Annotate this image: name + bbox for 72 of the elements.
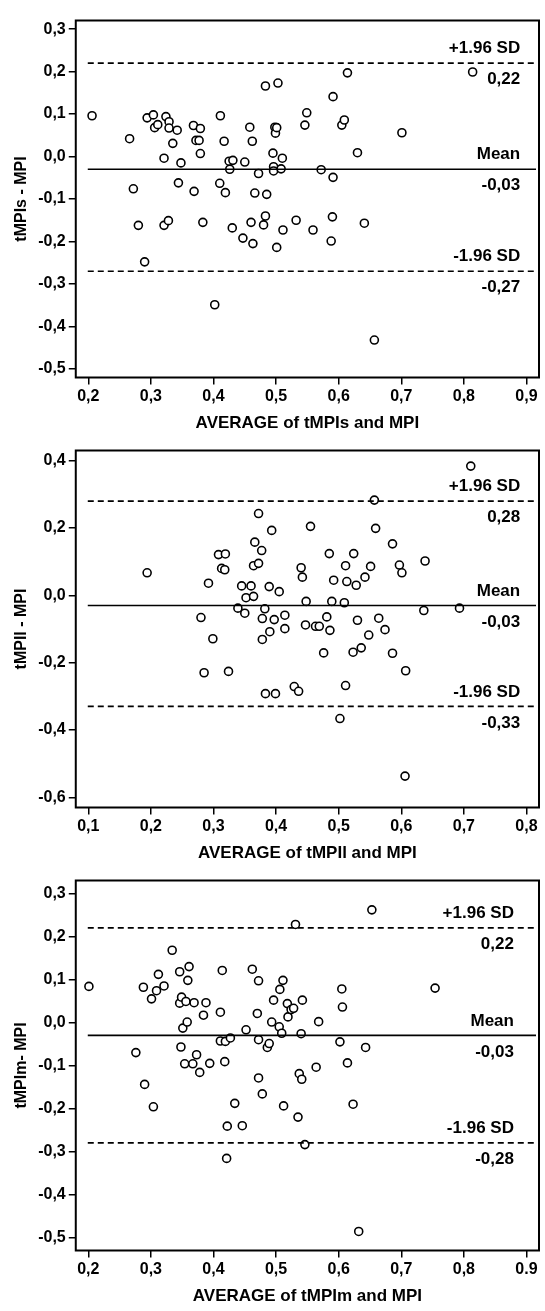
y-tick-label: -0,1 bbox=[38, 1055, 66, 1073]
y-tick-label: 0,0 bbox=[43, 1012, 66, 1030]
x-tick-label: 0,6 bbox=[390, 817, 413, 835]
y-tick-label: -0,2 bbox=[38, 231, 66, 249]
x-tick-label: 0,7 bbox=[452, 817, 476, 835]
y-axis-title: tMPIs - MPI bbox=[12, 156, 30, 242]
x-tick-label: 0,5 bbox=[264, 1260, 288, 1278]
y-tick-label: -0,5 bbox=[38, 1227, 66, 1245]
ref-line-label: +1.96 SD bbox=[448, 38, 521, 58]
ref-line-label: -1.96 SD bbox=[453, 246, 521, 266]
annotation: 0,22 bbox=[487, 69, 521, 89]
x-tick-label: 0,4 bbox=[202, 1260, 225, 1278]
y-tick-label: 0,3 bbox=[43, 883, 66, 901]
ref-line-label: +1.96 SD bbox=[448, 476, 521, 496]
y-tick-label: -0,5 bbox=[38, 359, 66, 377]
y-tick-label: -0,6 bbox=[38, 787, 66, 805]
x-tick-label: 0,8 bbox=[515, 817, 538, 835]
x-axis-title: AVERAGE of tMPIm and MPI bbox=[192, 1286, 422, 1306]
y-axis-title: tMPIl - MPI bbox=[12, 588, 30, 670]
x-tick-label: 0,2 bbox=[77, 1260, 100, 1278]
annotation: 0,22 bbox=[480, 934, 514, 954]
ref-line-label: Mean bbox=[470, 1010, 514, 1030]
ref-line-label: Mean bbox=[476, 580, 521, 600]
y-tick-label: -0,4 bbox=[38, 720, 66, 738]
y-tick-label: -0,2 bbox=[38, 1098, 66, 1116]
x-tick-label: 0,5 bbox=[264, 387, 288, 405]
ref-line-label: +1.96 SD bbox=[442, 903, 514, 923]
y-tick-label: -0,2 bbox=[38, 653, 66, 671]
annotation: -0,03 bbox=[481, 175, 521, 195]
y-tick-label: 0,1 bbox=[43, 104, 66, 122]
y-tick-label: 0,2 bbox=[43, 926, 66, 944]
y-axis-title: tMPIm- MPI bbox=[12, 1022, 30, 1109]
y-tick-label: 0,3 bbox=[43, 19, 66, 37]
y-tick-label: 0,4 bbox=[43, 451, 66, 469]
x-tick-label: 0,7 bbox=[390, 387, 413, 405]
y-tick-label: -0,4 bbox=[38, 316, 66, 334]
annotation: 0,28 bbox=[487, 507, 521, 527]
x-tick-label: 0,1 bbox=[77, 817, 100, 835]
x-tick-label: 0,3 bbox=[139, 387, 163, 405]
ref-line-label: Mean bbox=[476, 144, 521, 164]
x-tick-label: 0,8 bbox=[452, 1260, 476, 1278]
x-tick-label: 0,8 bbox=[452, 387, 476, 405]
x-tick-label: 0,5 bbox=[327, 817, 350, 835]
ref-line-label: -1.96 SD bbox=[453, 681, 521, 701]
y-tick-label: 0,2 bbox=[43, 518, 66, 536]
x-tick-label: 0.9 bbox=[515, 1260, 538, 1278]
x-tick-label: 0,4 bbox=[202, 387, 225, 405]
y-tick-label: 0,2 bbox=[43, 61, 66, 79]
annotation: -0,03 bbox=[481, 611, 521, 631]
x-tick-label: 0,3 bbox=[139, 1260, 163, 1278]
x-axis-title: AVERAGE of tMPIl and MPI bbox=[197, 843, 417, 863]
annotation: -0,33 bbox=[481, 712, 521, 732]
y-tick-label: 0,1 bbox=[43, 969, 66, 987]
x-tick-label: 0,6 bbox=[327, 1260, 350, 1278]
x-tick-label: 0,2 bbox=[139, 817, 163, 835]
x-tick-label: 0,4 bbox=[264, 817, 288, 835]
annotation: -0,27 bbox=[481, 277, 521, 297]
x-tick-label: 0,2 bbox=[77, 387, 100, 405]
x-axis-title: AVERAGE of tMPIs and MPI bbox=[195, 413, 420, 433]
x-tick-label: 0,7 bbox=[390, 1260, 413, 1278]
y-tick-label: -0,1 bbox=[38, 189, 66, 207]
x-tick-label: 0,6 bbox=[327, 387, 350, 405]
y-tick-label: 0,0 bbox=[43, 146, 66, 164]
y-tick-label: -0,4 bbox=[38, 1184, 66, 1202]
annotation: -0,28 bbox=[475, 1149, 514, 1169]
y-tick-label: -0,3 bbox=[38, 274, 66, 292]
y-tick-label: 0,0 bbox=[43, 585, 66, 603]
x-tick-label: 0,9 bbox=[515, 387, 538, 405]
x-tick-label: 0,3 bbox=[202, 817, 225, 835]
y-tick-label: -0,3 bbox=[38, 1141, 66, 1159]
annotation: -0,03 bbox=[475, 1041, 514, 1061]
ref-line-label: -1.96 SD bbox=[446, 1118, 514, 1138]
